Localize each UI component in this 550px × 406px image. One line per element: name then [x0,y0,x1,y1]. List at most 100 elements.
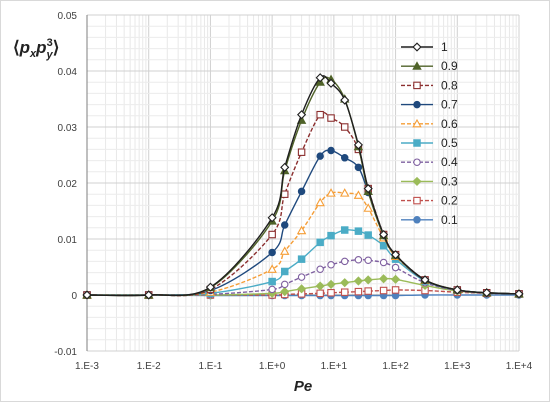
data-point [315,197,325,207]
data-point [327,114,335,122]
data-point [327,289,335,297]
legend-label: 0.2 [441,194,458,208]
x-tick-label: 1.E+3 [444,361,471,372]
series-line [86,289,520,296]
data-point [297,284,307,294]
data-point [267,264,277,273]
data-point [452,285,462,295]
data-point [482,288,492,298]
data-point [413,81,421,90]
data-point [280,162,290,172]
data-point [363,275,373,285]
data-point [205,282,216,292]
data-point [420,275,430,285]
legend-item: 0.4 [401,155,458,169]
x-tick-label: 1.E+1 [321,361,348,372]
data-point [316,289,324,298]
legend-label: 1 [441,40,448,54]
data-point [379,286,388,295]
legend-item: 0.8 [401,78,458,92]
data-point [340,288,349,296]
data-point [297,273,306,281]
x-tick-label: 1.E-1 [198,361,222,372]
y-label-open-bracket: ⟨ [13,38,20,57]
data-point [354,227,363,235]
y-tick-label: 0.01 [58,235,78,246]
data-point [390,274,401,284]
data-point [354,255,363,264]
data-point [353,140,363,150]
data-point [339,188,350,197]
data-point [390,250,401,260]
data-point [412,118,422,128]
series-line [86,258,520,296]
data-point [82,290,92,300]
legend-label: 0.5 [441,136,458,150]
data-point [267,213,277,223]
data-point [327,146,335,155]
data-point [379,258,388,267]
data-point [379,241,388,250]
data-point [326,279,336,289]
data-point [412,61,422,70]
data-point [297,187,306,196]
data-point [413,196,421,205]
data-point [326,78,336,88]
data-point [316,152,324,160]
x-tick-label: 1.E+2 [382,361,409,372]
data-point [280,190,289,198]
legend-label: 0.4 [441,155,458,169]
data-point [315,281,325,291]
legend-label: 0.1 [441,213,458,227]
y-label-p1: p [19,38,30,57]
y-tick-label: -0.01 [54,347,77,358]
legend-label: 0.6 [441,117,458,131]
legend-label: 0.9 [441,59,458,73]
x-tick-label: 1.E+4 [506,361,533,372]
data-point [327,231,335,240]
data-point [268,230,276,239]
data-point [280,267,289,276]
data-point [268,248,276,257]
data-point [354,287,363,296]
data-point [296,225,307,235]
y-label-sup-3: 3 [47,37,53,49]
legend-item: 0.9 [401,59,458,73]
data-point [364,256,372,265]
y-label-sub-x: x [29,48,37,60]
data-point [280,246,290,255]
data-point [353,276,363,286]
data-point [315,73,325,83]
data-point [412,176,422,186]
data-point [327,261,335,269]
data-point [340,278,350,288]
x-tick-label: 1.E+0 [259,361,286,372]
y-label-p2: p [35,38,46,57]
legend-item: 0.3 [401,174,458,188]
legend-item: 0.1 [401,213,458,227]
data-point [412,42,422,52]
legend: 1 0.9 0.8 0.7 0.6 0.5 0.4 0.3 0.2 0.1 [401,40,458,227]
series-group [82,73,524,300]
data-point [316,265,324,273]
y-axis-label: ⟨pxpy3⟩ [13,37,59,61]
data-point [363,184,373,194]
data-point [316,110,324,119]
data-point [353,190,364,199]
x-tick-label: 1.E-3 [75,361,99,372]
data-point [268,285,276,294]
tick-labels: 1.E-3 1.E-2 1.E-1 1.E+0 1.E+1 1.E+2 1.E+3 1.E+4… [54,11,532,372]
legend-item: 0.2 [401,194,458,208]
x-axis-label: Pe [294,378,312,395]
y-tick-label: 0.02 [58,179,78,190]
data-point [340,95,350,105]
data-point [379,229,389,240]
data-point [280,280,289,289]
x-tick-label: 1.E-2 [137,361,161,372]
data-point [363,203,373,212]
data-point [340,226,349,234]
data-point [280,221,289,229]
data-point [413,216,421,224]
